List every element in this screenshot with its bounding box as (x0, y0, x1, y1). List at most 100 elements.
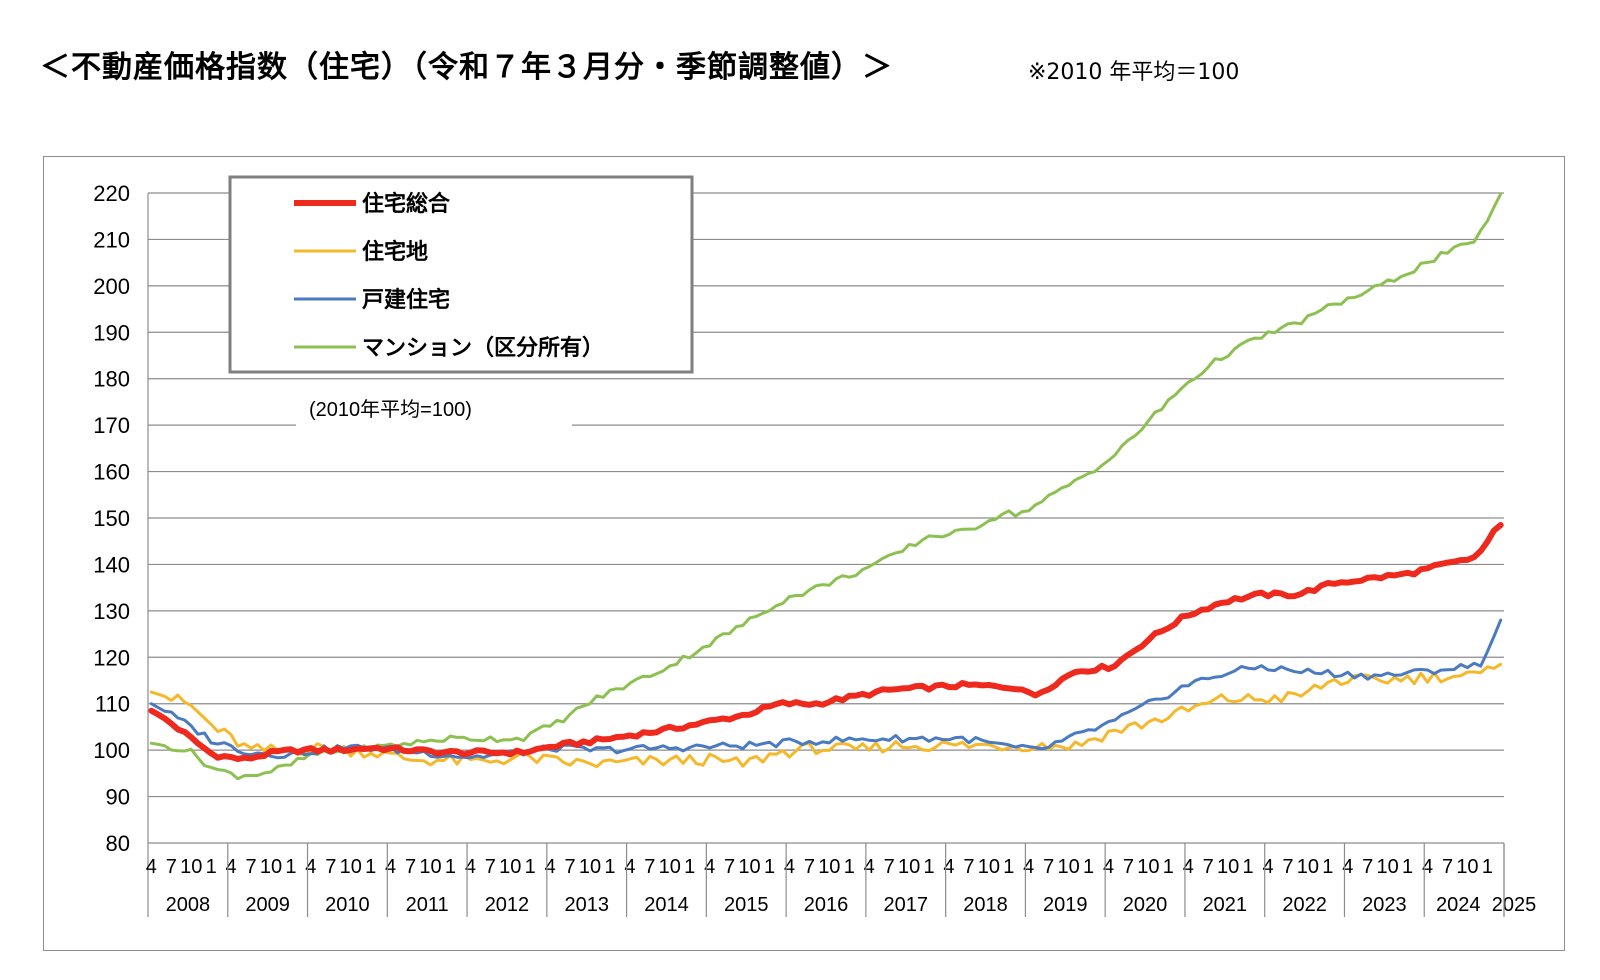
price-index-chart: 8090100110120130140150160170180190200210… (93, 175, 1536, 917)
x-year-label: 2018 (963, 894, 1008, 916)
x-month-tick-label: 1 (1243, 856, 1254, 878)
x-month-tick-label: 10 (499, 856, 521, 878)
y-tick-label: 140 (93, 552, 130, 577)
legend-label: 住宅総合 (362, 191, 451, 216)
x-month-tick-label: 7 (724, 856, 735, 878)
annotation-background (296, 389, 572, 429)
x-month-tick-label: 10 (898, 856, 920, 878)
y-tick-label: 210 (93, 227, 130, 252)
x-month-tick-label: 1 (1402, 856, 1413, 878)
x-axis: 4 7 10 1 4 7 10 1 4 7 10 1 4 7 10 1 4 7 10 1 4 7 10 1 4 7 10 1 4 7 10 1… (146, 843, 1536, 917)
x-month-tick-label: 10 (579, 856, 601, 878)
y-tick-label: 170 (93, 413, 130, 438)
y-tick-label: 190 (93, 320, 130, 345)
x-month-tick-label: 4 (1262, 856, 1273, 878)
x-month-tick-label: 7 (485, 856, 496, 878)
chart-frame: 80 90 100 110 120 130 140 150 160 170 180 190 200 210… (43, 156, 1565, 951)
x-month-tick-label: 4 (385, 856, 396, 878)
x-month-tick-label: 10 (1456, 856, 1478, 878)
x-month-tick-label: 4 (226, 856, 237, 878)
x-month-tick-label: 1 (1083, 856, 1094, 878)
x-year-label: 2021 (1203, 894, 1248, 916)
x-month-tick-label: 4 (943, 856, 954, 878)
x-month-tick-label: 1 (365, 856, 376, 878)
legend-label: マンション（区分所有） (362, 335, 604, 360)
legend-label: 住宅地 (362, 239, 428, 264)
page-title: ＜不動産価格指数（住宅）（令和７年３月分・季節調整値）＞ (40, 50, 893, 85)
x-month-tick-label: 10 (419, 856, 441, 878)
x-month-tick-label: 10 (1217, 856, 1239, 878)
x-month-tick-label: 1 (1482, 856, 1493, 878)
y-tick-label: 90 (106, 785, 130, 810)
x-month-tick-label: 1 (923, 856, 934, 878)
y-tick-label: 100 (93, 738, 130, 763)
x-year-label: 2019 (1043, 894, 1088, 916)
y-tick-label: 160 (93, 460, 130, 485)
y-tick-label: 180 (93, 367, 130, 392)
x-year-label: 2022 (1282, 894, 1327, 916)
x-month-tick-label: 7 (405, 856, 416, 878)
y-tick-label: 220 (93, 181, 130, 206)
x-month-tick-label: 4 (1023, 856, 1034, 878)
x-month-tick-label: 10 (978, 856, 1000, 878)
x-year-label: 2025 (1492, 894, 1537, 916)
x-month-tick-label: 10 (1297, 856, 1319, 878)
x-month-tick-label: 7 (884, 856, 895, 878)
series-line-1 (149, 662, 1503, 769)
x-month-tick-label: 7 (1203, 856, 1214, 878)
x-month-tick-label: 4 (465, 856, 476, 878)
x-month-tick-label: 4 (624, 856, 635, 878)
legend-label: 戸建住宅 (362, 287, 450, 312)
base-year-annotation: (2010年平均=100) (309, 398, 472, 421)
x-month-tick-label: 4 (146, 856, 157, 878)
x-month-tick-label: 10 (1377, 856, 1399, 878)
x-month-tick-label: 1 (1163, 856, 1174, 878)
legend-box (228, 175, 694, 374)
y-tick-label: 80 (106, 831, 130, 856)
x-month-tick-label: 4 (545, 856, 556, 878)
x-month-tick-label: 7 (644, 856, 655, 878)
x-month-tick-label: 7 (963, 856, 974, 878)
x-month-tick-label: 1 (206, 856, 217, 878)
x-month-tick-label: 1 (1003, 856, 1014, 878)
x-year-label: 2008 (166, 894, 211, 916)
x-month-tick-label: 7 (804, 856, 815, 878)
x-month-tick-label: 7 (245, 856, 256, 878)
x-month-tick-label: 7 (325, 856, 336, 878)
x-month-tick-label: 7 (1123, 856, 1134, 878)
x-month-tick-label: 1 (844, 856, 855, 878)
x-month-tick-label: 10 (1137, 856, 1159, 878)
x-year-label: 2013 (564, 894, 609, 916)
y-axis: 80 90 100 110 120 130 140 150 160 170 180 190 200 210… (93, 181, 149, 917)
series-line-0 (148, 522, 1504, 762)
base-year-note: ※2010 年平均＝100 (1028, 60, 1240, 85)
y-tick-label: 130 (93, 599, 130, 624)
x-year-label: 2016 (804, 894, 849, 916)
x-month-tick-label: 10 (340, 856, 362, 878)
x-year-label: 2009 (245, 894, 290, 916)
x-month-tick-label: 1 (285, 856, 296, 878)
x-month-tick-label: 4 (1103, 856, 1114, 878)
x-year-label: 2017 (884, 894, 929, 916)
x-year-label: 2012 (485, 894, 530, 916)
x-month-tick-label: 1 (684, 856, 695, 878)
y-tick-label: 110 (95, 692, 130, 717)
y-tick-label: 150 (93, 506, 130, 531)
x-month-tick-label: 10 (818, 856, 840, 878)
x-year-label: 2014 (644, 894, 689, 916)
x-month-tick-label: 1 (604, 856, 615, 878)
x-month-tick-label: 4 (1422, 856, 1433, 878)
x-month-tick-label: 10 (738, 856, 760, 878)
x-month-tick-label: 4 (864, 856, 875, 878)
x-month-tick-label: 1 (764, 856, 775, 878)
x-month-tick-label: 4 (1342, 856, 1353, 878)
x-month-tick-label: 10 (180, 856, 202, 878)
x-month-tick-label: 4 (1183, 856, 1194, 878)
x-year-label: 2024 (1436, 894, 1481, 916)
series-lines (148, 192, 1504, 781)
series-line-2 (149, 618, 1503, 760)
x-month-tick-label: 7 (1282, 856, 1293, 878)
x-month-tick-label: 1 (1322, 856, 1333, 878)
y-tick-label: 120 (93, 645, 130, 670)
